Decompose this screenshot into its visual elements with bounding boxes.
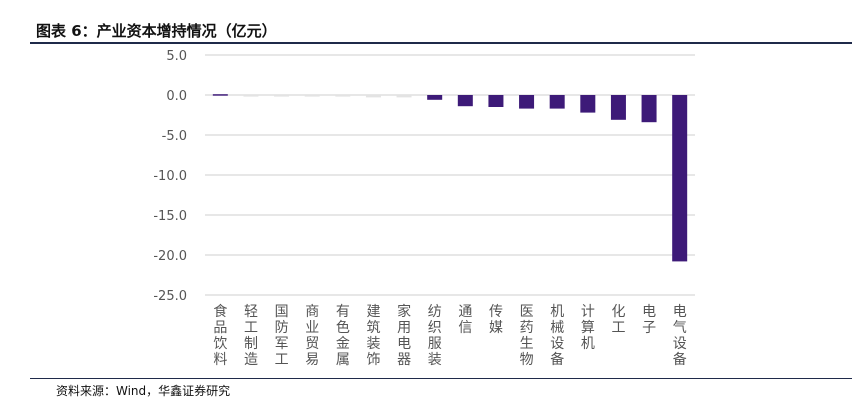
title-underline <box>30 42 852 44</box>
source-note: 资料来源：Wind，华鑫证券研究 <box>56 384 231 398</box>
x-tick-label: 食品饮料 <box>213 303 227 368</box>
x-tick-label: 通信 <box>458 304 472 336</box>
y-tick-label: 0.0 <box>166 89 187 104</box>
x-tick-label: 电气设备 <box>673 304 687 368</box>
x-tick-label: 建筑装饰 <box>366 304 380 368</box>
x-tick-label: 医药生物 <box>520 304 534 368</box>
bar <box>641 95 657 123</box>
x-tick-label: 机械设备 <box>550 304 564 368</box>
x-tick-label: 商业贸易 <box>305 304 319 368</box>
bar <box>580 95 596 113</box>
bar <box>365 95 381 98</box>
bar <box>519 95 535 109</box>
bar <box>212 94 228 96</box>
chart-title: 图表 6：产业资本增持情况（亿元） <box>36 22 277 40</box>
x-tick-label: 家用电器 <box>397 303 411 368</box>
bar <box>335 95 351 97</box>
x-tick-label: 传媒 <box>489 304 503 336</box>
bar <box>304 95 320 97</box>
bar <box>427 95 443 100</box>
x-tick-label: 轻工制造 <box>244 304 258 368</box>
bar <box>396 95 412 98</box>
y-tick-label: -20.0 <box>153 249 187 264</box>
x-tick-label: 国防军工 <box>275 304 289 368</box>
bar <box>274 95 290 97</box>
x-tick-label: 纺织服装 <box>428 304 442 368</box>
bar <box>488 95 504 107</box>
bar <box>243 95 259 97</box>
y-tick-label: 5.0 <box>166 49 187 64</box>
bar <box>672 95 688 262</box>
x-tick-label: 有色金属 <box>336 304 350 368</box>
title-bar: 图表 6：产业资本增持情况（亿元） <box>30 18 852 44</box>
bar <box>549 95 565 109</box>
y-tick-label: -5.0 <box>162 129 187 144</box>
bar <box>457 95 473 107</box>
bar <box>610 95 626 120</box>
y-tick-label: -10.0 <box>153 169 187 184</box>
x-tick-label: 电子 <box>642 304 656 336</box>
x-tick-label: 计算机 <box>581 304 595 352</box>
x-tick-label: 化工 <box>611 304 625 336</box>
footer-rule <box>30 378 852 379</box>
y-tick-label: -15.0 <box>153 209 187 224</box>
y-tick-label: -25.0 <box>153 289 187 304</box>
